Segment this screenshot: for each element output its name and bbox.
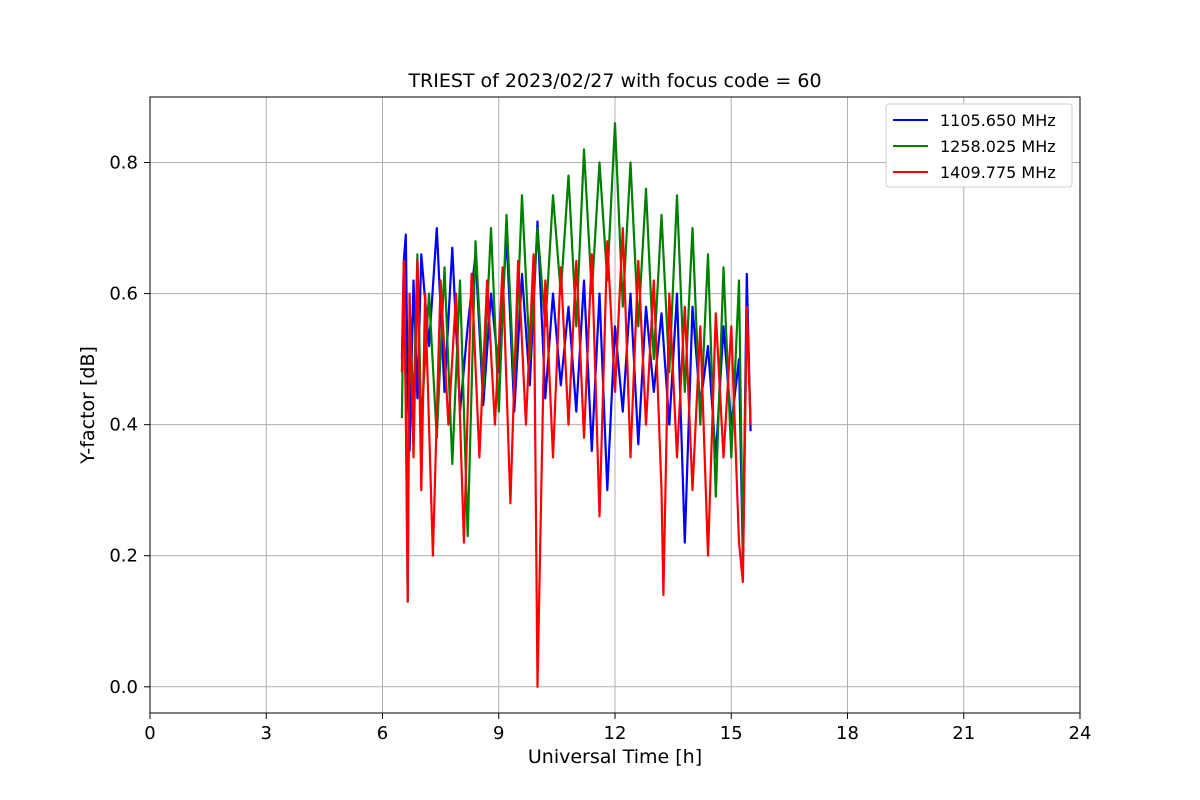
legend-label-1: 1105.650 MHz xyxy=(940,111,1056,130)
y-tick-label: 0.4 xyxy=(109,415,138,436)
series-line-3 xyxy=(400,227,752,688)
x-tick-label: 12 xyxy=(604,723,627,744)
plot-lines xyxy=(400,122,752,688)
x-tick-label: 15 xyxy=(720,723,743,744)
y-tick-label: 0.2 xyxy=(109,546,138,567)
x-tick-label: 18 xyxy=(836,723,859,744)
x-tick-label: 6 xyxy=(377,723,388,744)
chart-title: TRIEST of 2023/02/27 with focus code = 6… xyxy=(407,70,821,92)
legend: 1105.650 MHz 1258.025 MHz 1409.775 MHz xyxy=(885,103,1073,188)
legend-label-2: 1258.025 MHz xyxy=(940,137,1056,156)
series-line-2 xyxy=(400,122,752,603)
y-axis: 0.0 0.2 0.4 0.6 0.8 xyxy=(109,153,150,698)
x-tick-label: 0 xyxy=(144,723,155,744)
legend-box xyxy=(885,103,1073,188)
legend-label-3: 1409.775 MHz xyxy=(940,163,1056,182)
y-tick-label: 0.6 xyxy=(109,284,138,305)
x-tick-label: 3 xyxy=(261,723,272,744)
x-axis-label: Universal Time [h] xyxy=(528,746,702,768)
x-tick-label: 9 xyxy=(493,723,504,744)
x-tick-label: 24 xyxy=(1069,723,1092,744)
y-axis-label: Y-factor [dB] xyxy=(77,346,99,465)
x-tick-label: 21 xyxy=(952,723,975,744)
x-axis: 0 3 6 9 12 15 18 21 24 xyxy=(144,713,1091,744)
y-tick-label: 0.0 xyxy=(109,677,138,698)
y-tick-label: 0.8 xyxy=(109,153,138,174)
